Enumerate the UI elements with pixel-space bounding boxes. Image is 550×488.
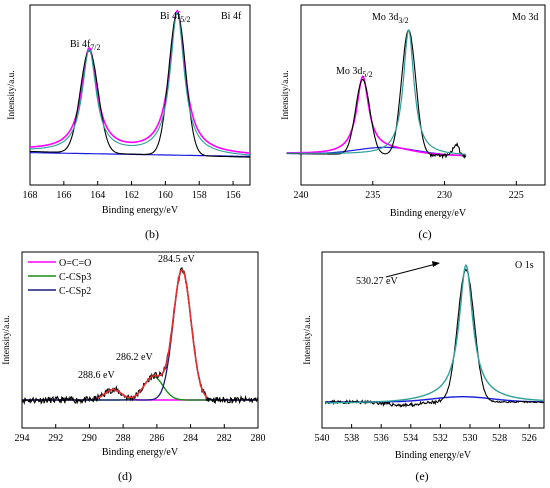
panel-d-legend: O=C=O C-CSp3 C-CSp2 [28, 258, 91, 297]
panel-d-tick-label: 284 [183, 433, 198, 444]
panel-e-frame [321, 251, 545, 429]
panel-c-tick-label: 235 [365, 190, 380, 201]
legend-label-oco: O=C=O [59, 258, 91, 269]
annotation-284-5: 284.5 eV [158, 254, 195, 265]
panel-e-tick-label: 538 [344, 433, 359, 444]
panel-d-tick-label: 288 [116, 433, 131, 444]
panel-e: 540 538 536 534 532 530 528 526 530.27 eV O 1s … [303, 251, 545, 483]
panel-c-x-ticks: 240 235 230 225 [294, 181, 524, 201]
panel-c-tick-label: 240 [294, 190, 309, 201]
panel-b: 168 166 164 162 160 158 156 Bi 4f7/2 Bi 4f5/2 … [7, 4, 251, 241]
panel-c: 240 235 230 225 Mo 3d5/2 Mo 3d3/2 Mo 3d Bin… [281, 4, 546, 241]
panel-e-tick-label: 532 [433, 433, 448, 444]
panel-c-frame [300, 4, 546, 186]
panel-b-corner-title: Bi 4f [221, 11, 242, 22]
panel-d-tick-label: 292 [48, 433, 63, 444]
panel-e-xlabel: Binding energy/eV [395, 450, 472, 461]
panel-b-x-ticks: 168 166 164 162 160 158 156 [23, 181, 241, 201]
panel-d-frame [21, 251, 259, 429]
panel-e-label: (e) [415, 469, 428, 483]
panel-b-ylabel: Intensity/a.u. [7, 70, 17, 120]
panel-b-xlabel: Binding energy/eV [102, 205, 179, 216]
panel-c-xlabel: Binding energy/eV [390, 208, 467, 219]
panel-b-fit-curve [29, 11, 251, 156]
peak-label-mo3d32: Mo 3d3/2 [372, 12, 409, 25]
panel-c-corner-title: Mo 3d [512, 12, 538, 23]
panel-e-corner-title: O 1s [515, 260, 534, 271]
panel-b-tick-label: 166 [56, 190, 71, 201]
panel-c-curves [286, 29, 467, 160]
panel-c-label: (c) [418, 227, 431, 241]
panel-c-tick-label: 225 [509, 190, 524, 201]
panel-b-tick-label: 158 [192, 190, 207, 201]
peak-label-mo3d52: Mo 3d5/2 [336, 66, 373, 79]
peak-label-bi4f52: Bi 4f5/2 [160, 11, 191, 24]
annotation-286-2: 286.2 eV [116, 352, 153, 363]
annotation-arrowhead [432, 261, 440, 267]
annotation-530-27: 530.27 eV [356, 276, 398, 287]
panel-e-tick-label: 528 [492, 433, 507, 444]
panel-d-xlabel: Binding energy/eV [102, 447, 179, 458]
panel-e-fit-curve [325, 264, 544, 404]
panel-d-tick-label: 280 [251, 433, 266, 444]
panel-e-x-ticks: 540 538 536 534 532 530 528 526 [315, 424, 537, 444]
annotation-288-6: 288.6 eV [78, 370, 115, 381]
panel-c-tick-label: 230 [437, 190, 452, 201]
panel-c-ylabel: Intensity/a.u. [281, 70, 291, 120]
panel-d-raw-curve [21, 267, 259, 406]
legend-label-ccsp3: C-CSp3 [59, 272, 91, 283]
panel-d-ylabel: Intensity/a.u. [2, 315, 12, 365]
panel-d-tick-label: 282 [217, 433, 232, 444]
panel-e-ylabel: Intensity/a.u. [303, 315, 313, 365]
panel-b-tick-label: 160 [158, 190, 173, 201]
panel-e-tick-label: 536 [374, 433, 389, 444]
panel-e-raw-curve [325, 268, 545, 408]
panel-d-tick-label: 286 [149, 433, 164, 444]
panel-d-curves [21, 267, 259, 406]
panel-d-tick-label: 294 [15, 433, 30, 444]
panel-e-curves [325, 264, 545, 408]
panel-c-raw-curve [286, 29, 467, 160]
panel-b-frame [29, 4, 251, 186]
panel-d-ccsp2-curve [22, 269, 258, 401]
panel-b-tick-label: 156 [226, 190, 241, 201]
panel-e-tick-label: 526 [522, 433, 537, 444]
panel-b-tick-label: 164 [90, 190, 105, 201]
panel-b-raw-curve [30, 12, 251, 158]
annotation-arrow [385, 263, 437, 278]
legend-label-ccsp2: C-CSp2 [59, 286, 91, 297]
panel-d-x-ticks: 294 292 290 288 286 284 282 280 [15, 424, 266, 444]
panel-d-label: (d) [118, 469, 132, 483]
panel-d-envelope-curve [97, 268, 208, 399]
peak-label-bi4f72: Bi 4f7/2 [70, 39, 101, 52]
panel-e-tick-label: 540 [315, 433, 330, 444]
panel-e-tick-label: 534 [403, 433, 418, 444]
panel-c-fit-curve [286, 29, 467, 155]
panel-e-tick-label: 530 [463, 433, 478, 444]
panel-b-curves [29, 9, 251, 158]
panel-b-envelope-curve [30, 9, 251, 154]
panel-b-label: (b) [145, 227, 159, 241]
panel-d-tick-label: 290 [82, 433, 97, 444]
panel-b-tick-label: 162 [124, 190, 139, 201]
panel-d: 294 292 290 288 286 284 282 280 O=C=O C-CSp3 C-… [2, 251, 266, 483]
panel-b-tick-label: 168 [23, 190, 38, 201]
